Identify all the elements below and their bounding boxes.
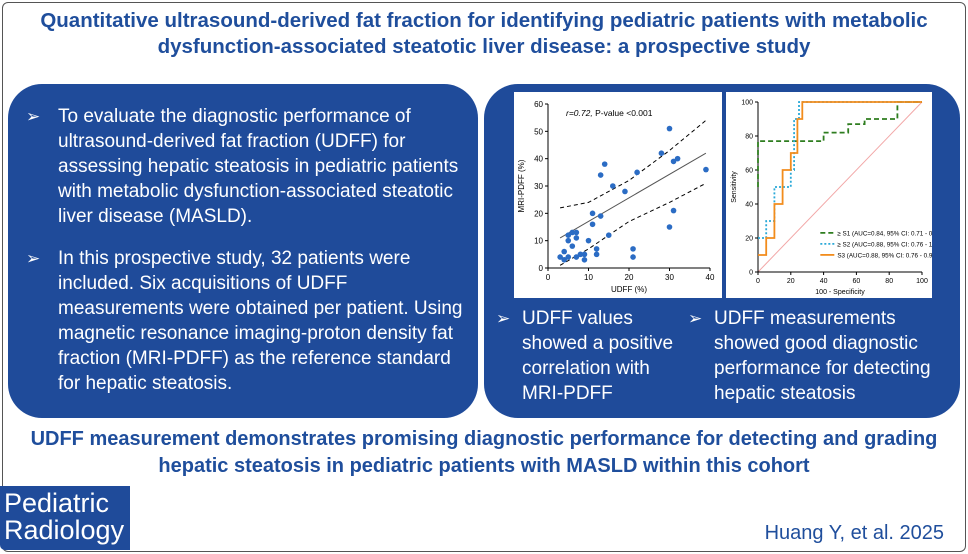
scatter-point [561,248,567,255]
y-tick-label: 50 [534,127,543,136]
p-value: P-value <0.001 [595,108,653,118]
y-tick-label: 40 [745,202,753,209]
scatter-point [557,254,563,260]
scatter-point [565,232,572,238]
reference-diagonal [757,101,923,273]
x-tick-label: 60 [853,278,861,285]
x-tick-label: 40 [820,278,828,285]
scatter-point [658,150,665,156]
scatter-point [670,207,677,214]
arrow-bullet-icon: ➢ [26,249,41,268]
y-tick-label: 40 [534,155,543,164]
x-tick-label: 80 [885,278,893,285]
roc-chart: 0 20 40 60 80 100 0 20 40 60 80 100 100 - Specificit… [726,92,943,298]
scatter-point [561,257,567,263]
roc-curve-plot: 0 20 40 60 80 100 0 20 40 60 80 100 100 - Specificit… [731,100,943,297]
x-tick-label: 20 [625,273,634,282]
scatter-point [634,169,640,176]
performance-bullet: ➢ UDFF measurements showed good diagnost… [688,306,956,406]
legend-label: ≥ S1 (AUC=0.84, 95% CI: 0.71 - 0.98) [837,230,932,237]
scatter-point [577,251,584,258]
y-tick-label: 0 [749,270,753,277]
scatter-point [573,229,580,236]
x-tick-label: 0 [756,278,760,285]
journal-logo-line1: Pediatric [4,488,110,518]
scatter-point [597,213,604,219]
x-tick-label: 40 [706,273,715,282]
scatter-point [565,237,572,244]
ci-upper-band [560,120,707,209]
x-tick-label: 10 [584,273,593,282]
regression-line [559,152,707,239]
y-tick-label: 60 [745,168,753,175]
scatter-point [670,158,677,165]
correlation-text: UDFF values showed a positive correlatio… [522,308,674,404]
scatter-point [585,237,592,244]
scatter-point [630,246,636,252]
scatter-point [581,257,588,263]
conclusion-statement: UDFF measurement demonstrates promising … [30,428,938,477]
x-axis-label: UDFF (%) [611,285,647,294]
scatter-point [605,232,612,238]
scatter-point [573,254,580,260]
scatter-point [569,229,576,236]
scatter-point [674,155,681,162]
scatter-point [630,254,636,260]
citation: Huang Y, et al. 2025 [764,522,944,544]
roc-series-line [758,101,922,239]
x-axis-label: 100 - Specificity [815,289,865,296]
scatter-point [565,254,572,260]
scatter-point [593,251,600,258]
r-value: r=0.72, [566,108,595,118]
x-tick-label: 100 [916,278,928,285]
legend-label: ≥ S2 (AUC=0.88, 95% CI: 0.76 - 1.00) [837,241,932,248]
y-tick-label: 100 [741,100,753,107]
y-tick-label: 30 [534,182,543,191]
scatter-point [622,188,628,195]
scatter-point [581,251,588,258]
methods-text: In this prospective study, 32 patients w… [58,248,463,394]
arrow-bullet-icon: ➢ [26,107,41,126]
scatter-point [610,183,616,189]
x-tick-label: 30 [665,273,674,282]
legend-label: S3 (AUC=0.88, 95% CI: 0.76 - 0.99) [837,252,932,259]
aim-bullet: ➢ To evaluate the diagnostic performance… [26,104,466,229]
methods-panel [8,84,478,418]
scatter-point [593,246,600,252]
correlation-chart: 0 10 20 30 40 0 10 20 30 40 50 60 UDFF (%) MRI-PDFF (… [514,92,722,298]
y-axis-label: Sensitivity [731,171,738,203]
y-tick-label: 20 [534,209,543,218]
scatter-point [589,210,596,217]
correlation-scatter-plot: 0 10 20 30 40 0 10 20 30 40 50 60 UDFF (%) MRI-PDFF (… [517,100,715,294]
y-tick-label: 60 [534,100,543,109]
arrow-bullet-icon: ➢ [688,309,703,328]
y-tick-label: 20 [745,236,753,243]
scatter-point [666,224,673,230]
y-tick-label: 0 [539,264,544,273]
roc-series-line [758,101,922,256]
scatter-point [703,166,709,173]
arrow-bullet-icon: ➢ [496,309,511,328]
methods-bullet: ➢ In this prospective study, 32 patients… [26,246,466,396]
scatter-point [573,235,580,241]
y-axis-label: MRI-PDFF (%) [517,159,526,212]
x-tick-label: 20 [787,278,795,285]
scatter-point [589,221,596,228]
roc-series-line [757,101,922,187]
performance-text: UDFF measurements showed good diagnostic… [714,308,931,404]
abstract-title: Quantitative ultrasound-derived fat frac… [40,9,928,58]
scatter-point [569,243,576,249]
y-tick-label: 80 [745,134,753,141]
aim-text: To evaluate the diagnostic performance o… [58,106,459,227]
x-tick-label: 0 [546,273,551,282]
scatter-point [666,125,673,132]
correlation-bullet: ➢ UDFF values showed a positive correlat… [496,306,696,406]
scatter-point [597,172,604,178]
scatter-point [601,161,608,167]
journal-logo: Pediatric Radiology [0,486,130,550]
journal-logo-line2: Radiology [4,515,125,545]
y-tick-label: 10 [534,237,543,246]
correlation-annotation: r=0.72, P-value <0.001 [566,108,653,118]
